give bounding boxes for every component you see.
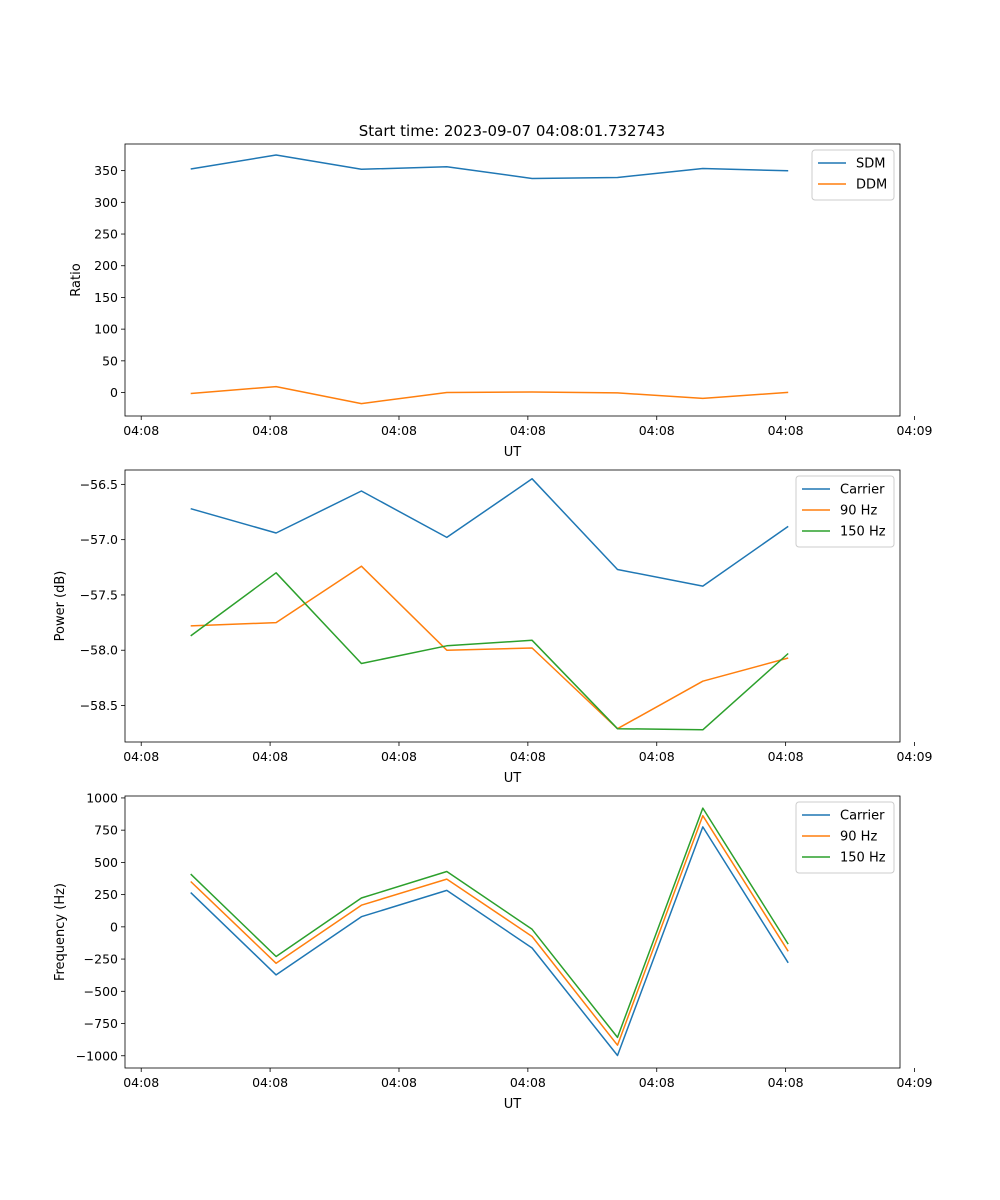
ratio-y-tick-label: 50	[102, 353, 118, 368]
ratio-legend: SDM DDM	[811, 149, 895, 201]
frequency-axes-frame	[124, 795, 901, 1069]
frequency-x-tick-label: 04:08	[381, 1075, 417, 1090]
figure-title: Start time: 2023-09-07 04:08:01.732743	[359, 122, 665, 140]
frequency-y-tick-label: 750	[94, 823, 118, 838]
power-x-tick-label: 04:08	[768, 749, 804, 764]
power-legend-box	[795, 475, 895, 548]
frequency-legend-label-carrier: Carrier	[840, 809, 885, 824]
ratio-x-axis-label: UT	[504, 445, 522, 460]
frequency-y-tick-label: 1000	[86, 790, 118, 805]
frequency-series-line-150-hz	[190, 807, 789, 1039]
ratio-legend-label-ddm: DDM	[856, 178, 887, 193]
power-axes-frame	[124, 469, 901, 743]
power-series-line-150-hz	[190, 572, 789, 731]
ratio-y-tick-label: 300	[94, 195, 118, 210]
power-legend-label-carrier: Carrier	[840, 483, 885, 498]
ratio-x-tick-label: 04:08	[123, 423, 159, 438]
ratio-y-tick-label: 0	[110, 385, 118, 400]
power-legend-label-150-hz: 150 Hz	[840, 525, 886, 540]
power-series-line-carrier	[190, 478, 789, 587]
frequency-x-tick-label: 04:09	[896, 1075, 932, 1090]
power-x-tick-label: 04:08	[510, 749, 546, 764]
frequency-y-tick-label: −250	[84, 952, 118, 967]
power-series-line-90-hz	[190, 565, 789, 730]
ratio-panel: 04:08 04:08 04:08 04:08 04:08 04:08 04:09 0 50 10…	[69, 143, 933, 460]
frequency-y-tick-label: −1000	[76, 1048, 118, 1063]
frequency-y-axis-label: Frequency (Hz)	[53, 883, 68, 981]
ratio-x-tick-label: 04:08	[768, 423, 804, 438]
power-y-tick-label: −57.5	[80, 587, 118, 602]
power-y-tick-label: −58.5	[80, 698, 118, 713]
frequency-x-tick-label: 04:08	[768, 1075, 804, 1090]
power-x-axis-label: UT	[504, 771, 522, 786]
ratio-y-axis-label: Ratio	[69, 263, 84, 296]
ratio-x-tick-label: 04:08	[252, 423, 288, 438]
frequency-y-tick-label: 500	[94, 855, 118, 870]
power-x-tick-label: 04:08	[639, 749, 675, 764]
frequency-x-tick-label: 04:08	[510, 1075, 546, 1090]
power-x-tick-label: 04:08	[123, 749, 159, 764]
panels: 04:08 04:08 04:08 04:08 04:08 04:08 04:09 0 50 10…	[53, 143, 933, 1112]
frequency-y-tick-label: −750	[84, 1016, 118, 1031]
frequency-panel: 04:08 04:08 04:08 04:08 04:08 04:08 04:09 1000 7…	[53, 790, 933, 1112]
power-legend-label-90-hz: 90 Hz	[840, 504, 877, 519]
ratio-x-tick-label: 04:08	[381, 423, 417, 438]
ratio-series-line-ddm	[190, 385, 789, 405]
power-legend: Carrier 90 Hz 150 Hz	[795, 475, 895, 548]
frequency-legend: Carrier 90 Hz 150 Hz	[795, 801, 895, 874]
power-y-tick-label: −58.0	[80, 643, 118, 658]
ratio-y-tick-label: 250	[94, 227, 118, 242]
ratio-series-line-sdm	[190, 154, 789, 180]
power-y-axis-label: Power (dB)	[53, 571, 68, 642]
power-panel: 04:08 04:08 04:08 04:08 04:08 04:08 04:09 −56.5…	[53, 469, 933, 786]
frequency-y-tick-label: 250	[94, 887, 118, 902]
frequency-y-tick-label: −500	[84, 984, 118, 999]
frequency-x-axis-label: UT	[504, 1097, 522, 1112]
power-y-tick-label: −57.0	[80, 532, 118, 547]
frequency-legend-box	[795, 801, 895, 874]
power-x-tick-label: 04:08	[381, 749, 417, 764]
ratio-x-tick-label: 04:08	[639, 423, 675, 438]
frequency-x-tick-label: 04:08	[252, 1075, 288, 1090]
frequency-legend-label-150-hz: 150 Hz	[840, 851, 886, 866]
ratio-y-tick-label: 350	[94, 163, 118, 178]
frequency-series-line-90-hz	[190, 814, 789, 1046]
ratio-y-tick-label: 200	[94, 258, 118, 273]
power-y-tick-label: −56.5	[80, 477, 118, 492]
ratio-x-tick-label: 04:09	[896, 423, 932, 438]
frequency-series-line-carrier	[190, 826, 789, 1057]
ratio-x-tick-label: 04:08	[510, 423, 546, 438]
ratio-y-tick-label: 150	[94, 290, 118, 305]
frequency-legend-label-90-hz: 90 Hz	[840, 830, 877, 845]
frequency-x-tick-label: 04:08	[123, 1075, 159, 1090]
frequency-x-tick-label: 04:08	[639, 1075, 675, 1090]
ratio-axes-frame	[124, 143, 901, 417]
ratio-y-tick-label: 100	[94, 322, 118, 337]
power-x-tick-label: 04:08	[252, 749, 288, 764]
ratio-legend-label-sdm: SDM	[856, 157, 885, 172]
power-x-tick-label: 04:09	[896, 749, 932, 764]
frequency-y-tick-label: 0	[110, 919, 118, 934]
